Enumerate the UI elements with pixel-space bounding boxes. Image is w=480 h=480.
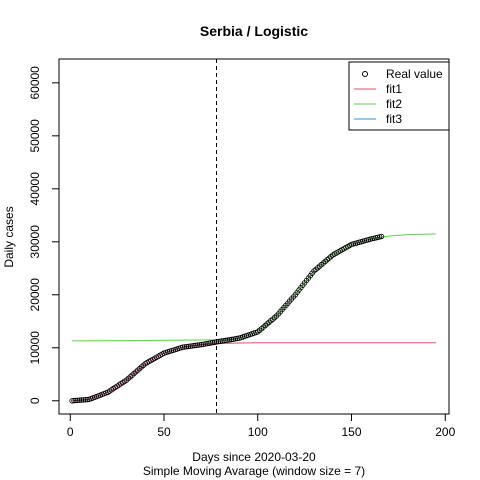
- real-value-point: [185, 343, 192, 350]
- real-value-point: [84, 396, 90, 403]
- x-axis: 0 50 100 150 200: [67, 414, 456, 439]
- real-value-point: [208, 340, 214, 346]
- real-value-point: [135, 367, 141, 373]
- real-value-point: [82, 397, 88, 403]
- legend-marker-real-value: [362, 71, 368, 77]
- real-value-point: [76, 397, 83, 403]
- series-layer: [72, 233, 436, 402]
- real-value-point: [181, 344, 188, 350]
- real-value-point: [193, 342, 199, 349]
- plot-area: [58, 58, 450, 415]
- real-value-point: [262, 322, 268, 329]
- y-tick-label: 50000: [28, 119, 42, 153]
- real-value-point: [80, 397, 87, 403]
- real-value-point: [195, 342, 201, 348]
- real-value-point: [270, 316, 276, 322]
- real-value-point: [73, 397, 79, 404]
- chart-title: Serbia / Logistic: [200, 23, 308, 39]
- real-value-point: [255, 329, 261, 335]
- legend-label: fit3: [386, 112, 402, 126]
- chart-subtitle: Simple Moving Avarage (window size = 7): [143, 464, 365, 478]
- y-tick-label: 30000: [28, 225, 42, 259]
- x-tick-label: 150: [341, 425, 361, 439]
- real-value-point: [322, 258, 328, 265]
- y-tick-label: 60000: [28, 66, 42, 100]
- y-tick-label: 10000: [28, 331, 42, 365]
- real-value-point: [183, 344, 190, 350]
- real-value-point: [191, 342, 197, 349]
- y-axis: 0 10000 20000 30000 40000 50000 60000: [28, 66, 59, 404]
- real-value-point: [189, 343, 195, 349]
- real-value-point: [223, 337, 229, 344]
- real-value-point: [75, 397, 81, 403]
- legend-label: Real value: [386, 67, 443, 81]
- real-value-point: [226, 337, 233, 343]
- y-tick-label: 40000: [28, 172, 42, 206]
- real-value-point: [127, 374, 133, 380]
- real-value-points: [69, 233, 385, 404]
- real-value-point: [221, 338, 227, 344]
- y-tick-label: 0: [28, 397, 42, 404]
- x-tick-label: 50: [157, 425, 171, 439]
- real-value-point: [71, 397, 77, 404]
- real-value-point: [378, 233, 385, 240]
- real-value-point: [198, 341, 205, 348]
- x-tick-label: 100: [248, 425, 268, 439]
- x-tick-label: 0: [67, 425, 74, 439]
- real-value-point: [196, 342, 203, 348]
- real-value-point: [234, 335, 240, 342]
- real-value-point: [315, 265, 321, 271]
- x-tick-label: 200: [435, 425, 455, 439]
- legend-label: fit2: [386, 97, 402, 111]
- real-value-point: [69, 398, 75, 404]
- series-line-fit1: [72, 342, 436, 402]
- real-value-point: [180, 344, 186, 350]
- x-axis-label: Days since 2020-03-20: [192, 450, 316, 464]
- y-tick-label: 20000: [28, 278, 42, 312]
- real-value-point: [78, 397, 85, 403]
- real-value-point: [204, 340, 210, 347]
- y-axis-label: Daily cases: [2, 206, 16, 267]
- real-value-point: [219, 338, 225, 344]
- legend-label: fit1: [386, 82, 402, 96]
- real-value-point: [228, 336, 235, 343]
- series-line-fit2: [72, 233, 436, 342]
